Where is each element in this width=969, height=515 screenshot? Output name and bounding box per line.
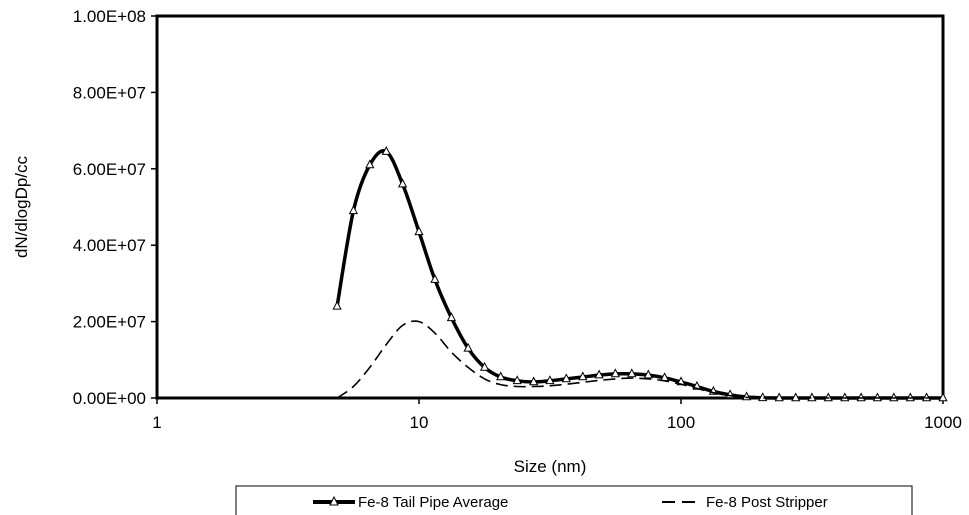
data-point — [889, 392, 899, 402]
data-point — [348, 205, 359, 215]
legend-label-tail-pipe: Fe-8 Tail Pipe Average — [358, 494, 508, 511]
data-point — [610, 368, 621, 378]
legend: Fe-8 Tail Pipe Average Fe-8 Post Strippe… — [235, 485, 913, 515]
y-axis-title: dN/dlogDp/cc — [12, 155, 31, 258]
y-tick-label: 1.00E+08 — [73, 7, 146, 26]
legend-box — [235, 485, 913, 515]
y-tick-label: 0.00E+00 — [73, 389, 146, 408]
data-point — [807, 392, 817, 402]
data-point — [823, 392, 833, 402]
data-point — [512, 375, 522, 385]
data-point — [921, 392, 932, 402]
series-layer — [332, 146, 948, 402]
data-point — [594, 369, 604, 379]
data-point — [397, 178, 408, 188]
series-line-1 — [336, 320, 943, 399]
x-tick-label: 100 — [667, 413, 695, 432]
data-point — [430, 274, 440, 283]
data-point — [414, 226, 424, 236]
data-point — [905, 392, 915, 402]
y-tick-label: 8.00E+07 — [73, 83, 146, 102]
data-point — [872, 392, 883, 402]
y-axis-ticks: 0.00E+00 2.00E+07 4.00E+07 6.00E+07 8.00E+07… — [73, 7, 157, 408]
data-point — [840, 392, 850, 402]
x-tick-label: 1 — [152, 413, 161, 432]
y-tick-label: 2.00E+07 — [73, 313, 146, 332]
data-point — [479, 361, 490, 371]
y-tick-label: 6.00E+07 — [73, 160, 146, 179]
data-point — [856, 392, 866, 402]
data-point — [365, 159, 375, 169]
data-point — [446, 312, 457, 322]
data-point — [332, 300, 342, 310]
x-tick-label: 1000 — [924, 413, 962, 432]
legend-marker-tail-pipe — [329, 495, 339, 506]
plot-area — [155, 14, 945, 400]
data-point — [578, 371, 588, 381]
x-axis-title: Size (nm) — [514, 457, 587, 476]
data-point — [381, 146, 391, 155]
legend-label-post-stripper: Fe-8 Post Stripper — [706, 494, 828, 511]
data-point — [561, 373, 571, 383]
data-point — [938, 392, 948, 402]
data-point — [496, 371, 506, 381]
data-point — [545, 375, 555, 385]
y-tick-label: 4.00E+07 — [73, 236, 146, 255]
data-point — [529, 376, 539, 386]
data-point — [774, 392, 784, 402]
data-point — [627, 368, 637, 378]
data-point — [791, 392, 801, 402]
data-point — [463, 342, 473, 352]
x-axis-ticks: 1 10 100 1000 — [152, 398, 962, 432]
x-tick-label: 10 — [410, 413, 429, 432]
data-point — [643, 369, 653, 379]
